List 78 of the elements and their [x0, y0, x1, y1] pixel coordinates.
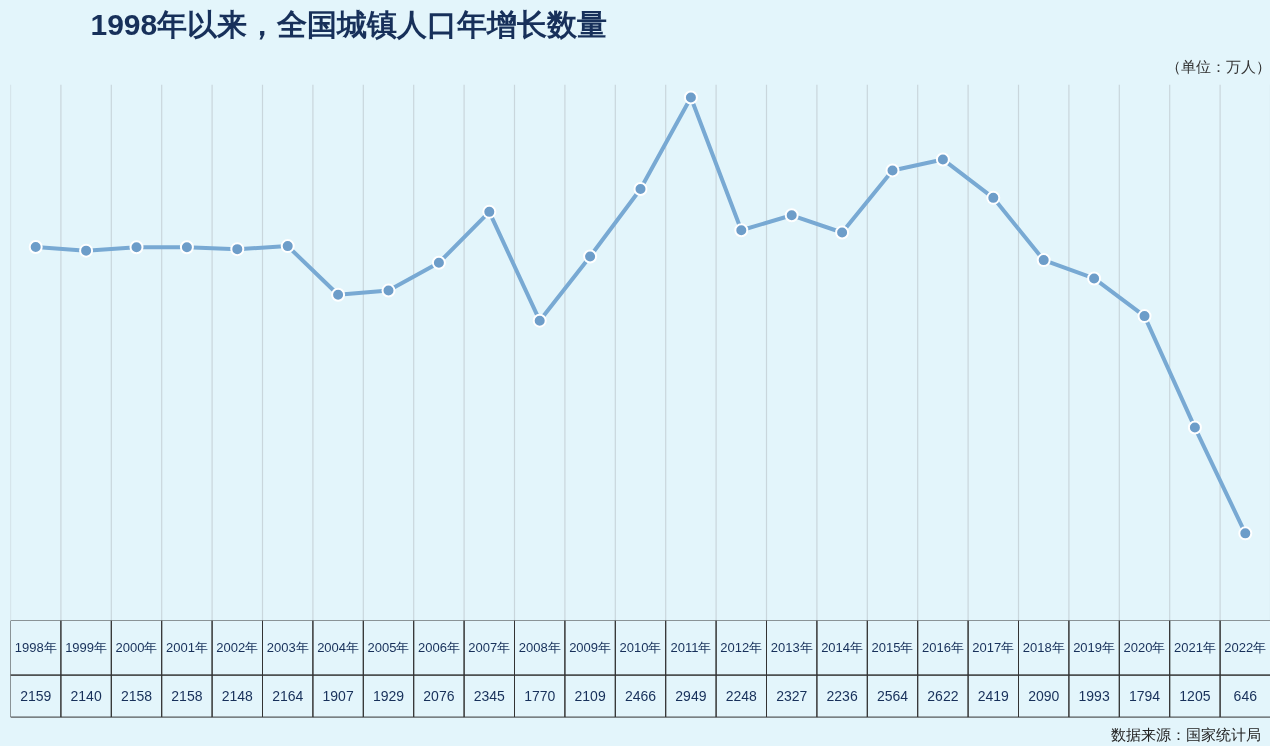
data-label: 2622	[927, 688, 959, 705]
x-tick-label: 2002年	[216, 640, 259, 656]
data-label: 1770	[524, 688, 556, 705]
point	[129, 240, 144, 255]
x-tick-label: 1999年	[65, 640, 108, 656]
point	[28, 240, 43, 255]
point	[482, 204, 497, 219]
data-label: 2564	[876, 688, 909, 705]
data-label: 2345	[473, 688, 506, 705]
x-tick-label: 2018年	[1022, 640, 1065, 656]
x-tick-label: 2005年	[367, 640, 410, 656]
x-tick-label: 2007年	[468, 640, 511, 656]
x-tick-label: 2012年	[720, 640, 763, 656]
point	[431, 255, 446, 270]
data-label: 2327	[776, 688, 808, 705]
data-label: 1929	[372, 688, 405, 705]
point	[683, 90, 698, 105]
point	[79, 243, 94, 258]
data-label: 2158	[120, 688, 153, 705]
data-label: 2109	[574, 688, 606, 705]
point	[734, 223, 749, 238]
point	[1036, 253, 1051, 268]
data-label: 2148	[221, 688, 254, 705]
data-label: 2158	[171, 688, 203, 705]
x-tick-label: 2014年	[821, 640, 864, 656]
x-tick-label: 1998年	[14, 640, 57, 656]
x-tick-label: 2001年	[165, 640, 208, 656]
data-label: 2164	[272, 688, 304, 705]
point	[230, 242, 245, 257]
point	[784, 208, 799, 223]
data-label: 2466	[624, 688, 657, 705]
data-label: 2248	[725, 688, 758, 705]
point	[381, 283, 396, 298]
x-tick-label: 2022年	[1224, 640, 1267, 656]
data-label: 2076	[423, 688, 455, 705]
x-tick-label: 2009年	[569, 640, 612, 656]
data-label: 2236	[826, 688, 858, 705]
point	[885, 163, 900, 178]
text: （单位：万人）	[1165, 57, 1271, 75]
x-tick-label: 2019年	[1073, 640, 1116, 656]
data-label: 2090	[1028, 688, 1060, 705]
x-tick-label: 2021年	[1173, 640, 1216, 656]
chart-title: 1998年以来，全国城镇人口年增长数量	[90, 7, 608, 41]
x-tick-label: 2020年	[1123, 640, 1166, 656]
point	[986, 190, 1001, 205]
data-label: 1907	[322, 688, 354, 705]
data-label: 1205	[1179, 688, 1211, 705]
x-tick-label: 2003年	[266, 640, 309, 656]
point	[532, 313, 547, 328]
data-label: 2159	[20, 688, 52, 705]
point	[1137, 309, 1152, 324]
x-tick-label: 2017年	[972, 640, 1015, 656]
point	[583, 249, 598, 264]
x-tick-label: 2015年	[871, 640, 914, 656]
point	[331, 287, 346, 302]
point	[935, 152, 950, 167]
data-label: 2419	[977, 688, 1010, 705]
x-tick-label: 2000年	[115, 640, 158, 656]
point	[1187, 420, 1202, 435]
point	[280, 239, 295, 254]
data-label: 1794	[1128, 688, 1161, 705]
data-label: 2949	[675, 688, 707, 705]
point	[179, 240, 194, 255]
x-tick-label: 2008年	[518, 640, 561, 656]
x-tick-label: 2010年	[619, 640, 662, 656]
point	[1087, 271, 1102, 286]
x-tick-label: 2016年	[921, 640, 964, 656]
point	[1238, 526, 1253, 541]
x-tick-label: 2011年	[670, 640, 712, 656]
point	[633, 181, 648, 196]
data-label: 2140	[70, 688, 102, 705]
x-tick-label: 2004年	[317, 640, 360, 656]
point	[835, 225, 850, 240]
x-tick-label: 2013年	[770, 640, 813, 656]
data-label: 646	[1233, 688, 1258, 705]
data-label: 1993	[1078, 688, 1110, 705]
x-tick-label: 2006年	[417, 640, 460, 656]
source-note: 数据来源：国家统计局	[1110, 725, 1261, 743]
